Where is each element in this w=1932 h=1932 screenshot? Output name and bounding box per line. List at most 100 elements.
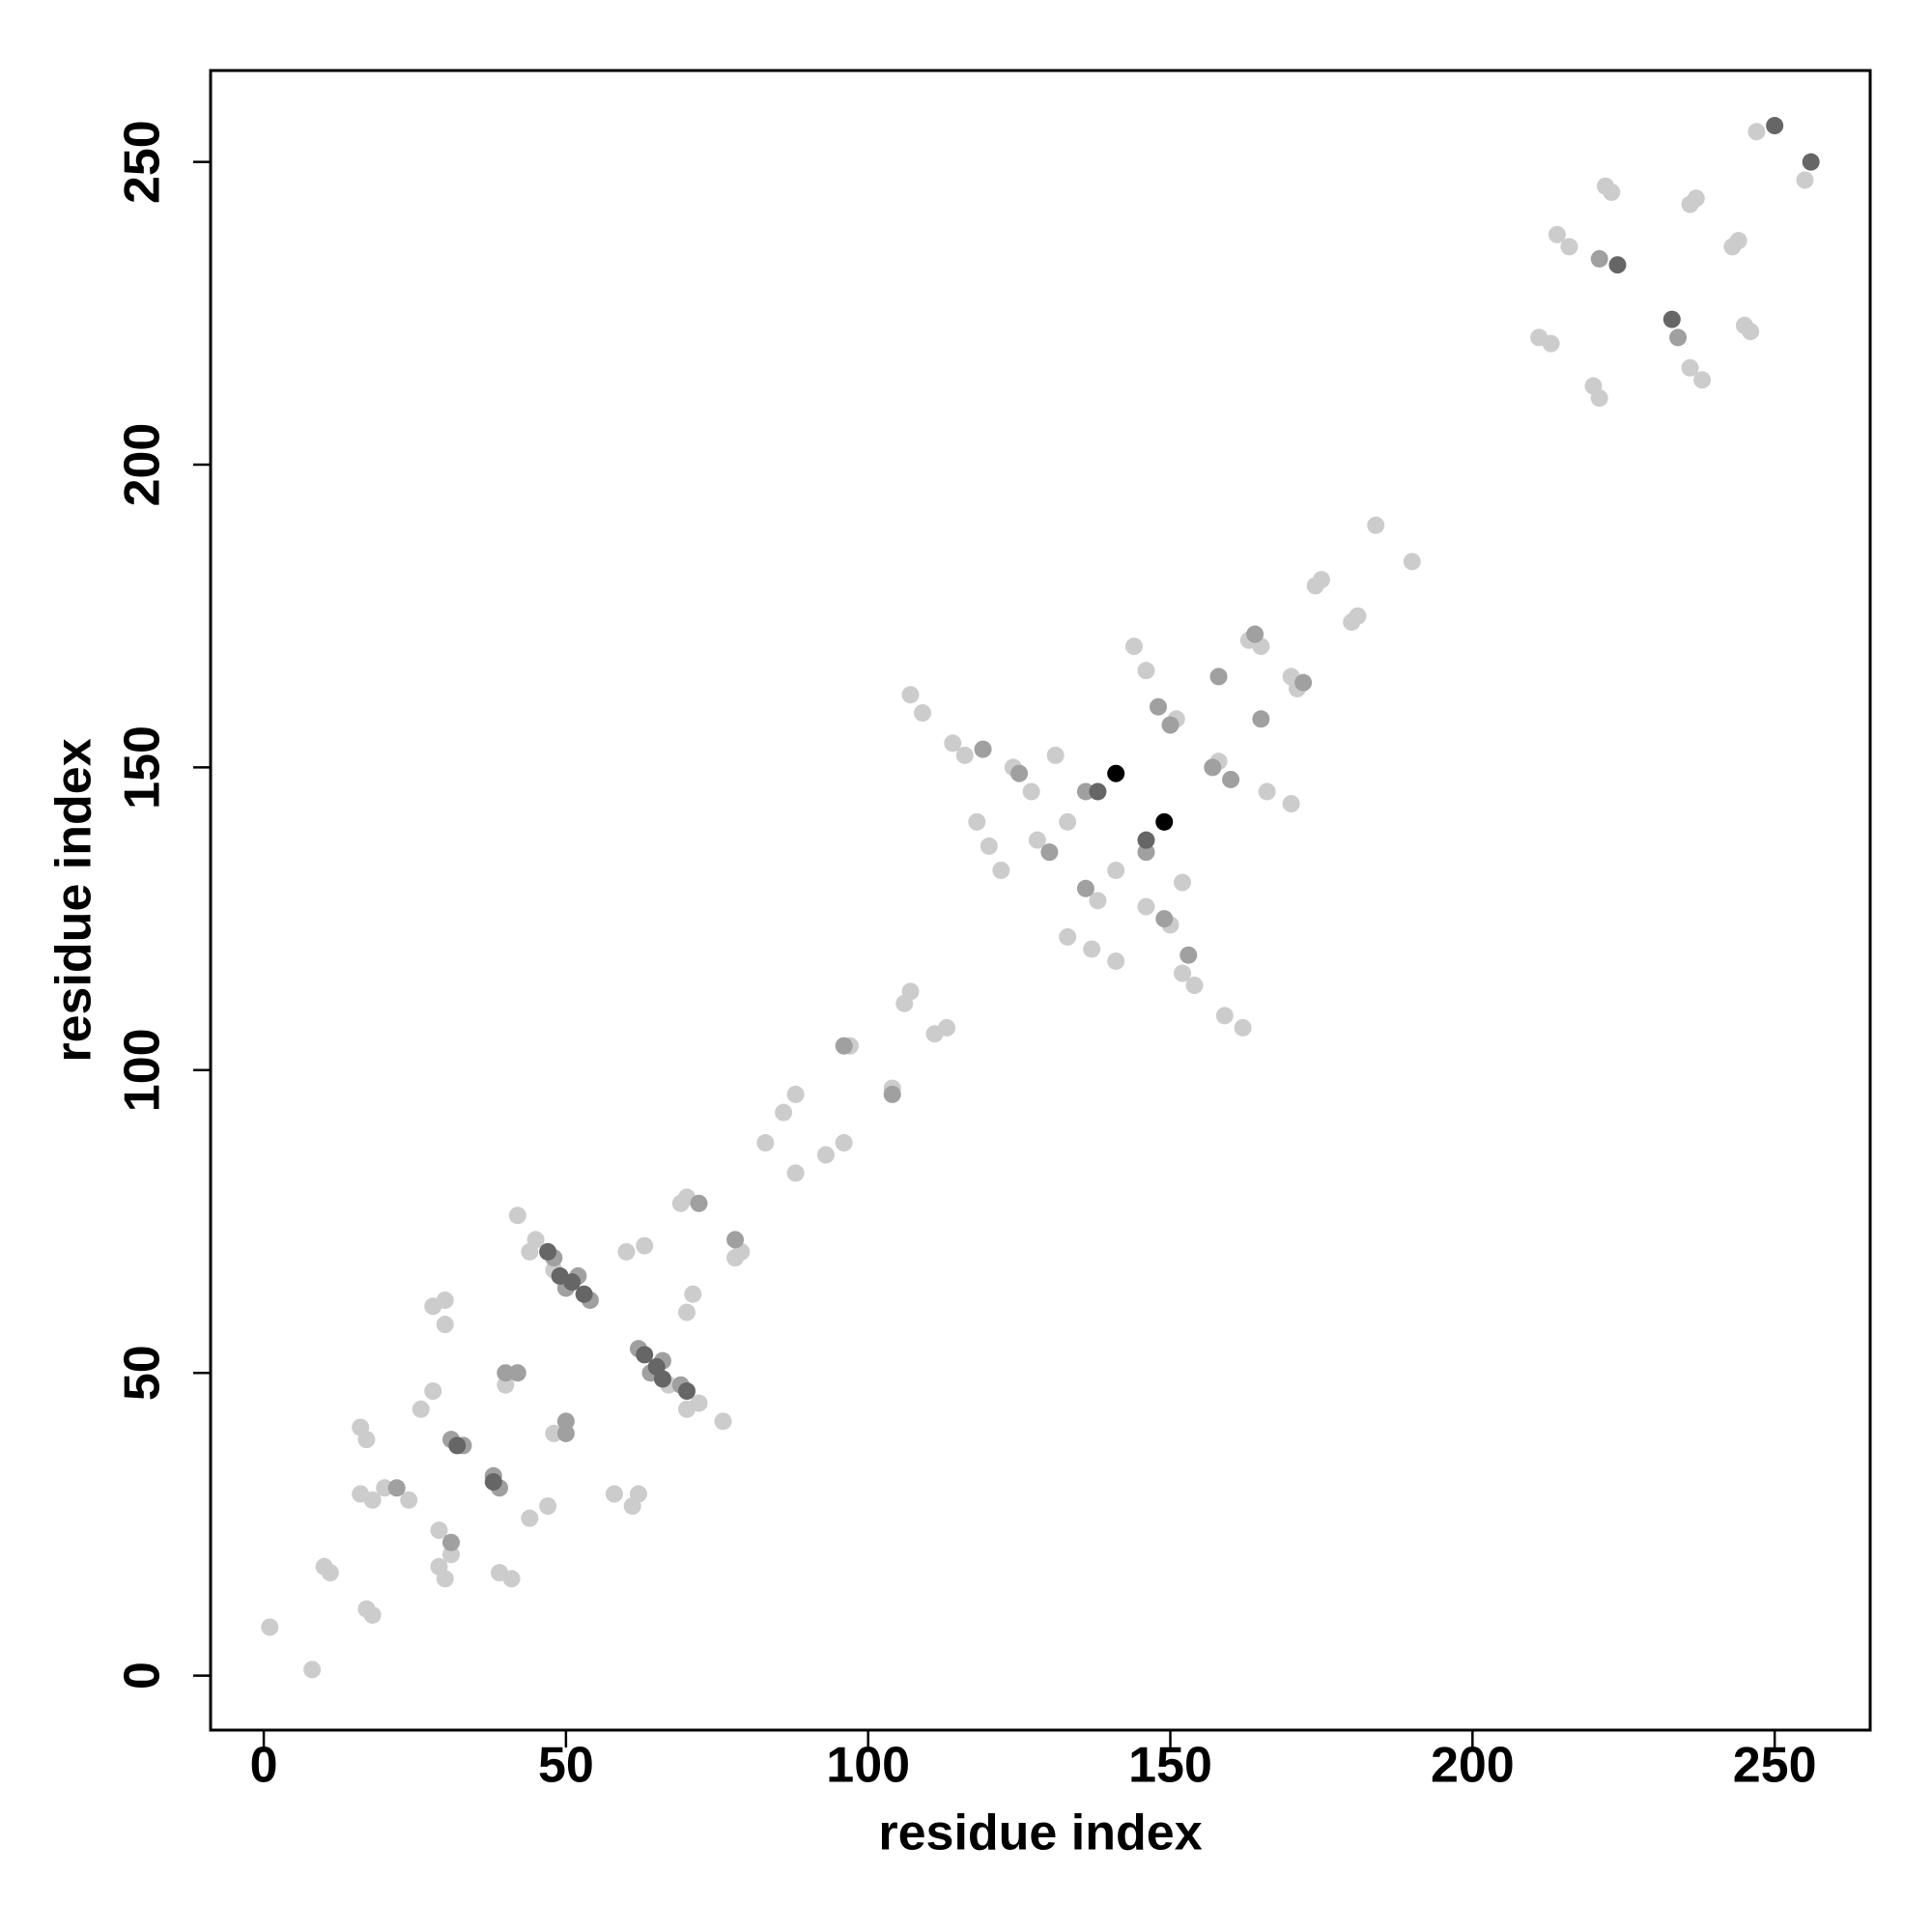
point — [1542, 334, 1560, 353]
point — [1222, 770, 1240, 788]
point — [726, 1249, 745, 1267]
point — [1155, 812, 1174, 831]
point — [412, 1400, 430, 1418]
point — [1076, 782, 1094, 801]
point — [835, 1134, 853, 1152]
point — [1174, 873, 1192, 892]
point — [1107, 952, 1125, 970]
point — [436, 1570, 454, 1588]
point — [653, 1370, 671, 1388]
point — [1766, 117, 1784, 135]
point — [1560, 238, 1578, 256]
point — [1215, 1007, 1234, 1025]
point — [491, 1564, 509, 1582]
point — [1282, 795, 1300, 813]
x-axis-label: residue index — [878, 1805, 1202, 1861]
point — [508, 1364, 526, 1382]
point — [1590, 249, 1608, 268]
point — [1076, 879, 1094, 897]
point — [895, 994, 914, 1012]
point — [1662, 310, 1681, 328]
point — [1059, 812, 1077, 831]
point — [442, 1533, 461, 1551]
point — [1185, 977, 1204, 995]
y-tick-label: 250 — [115, 120, 171, 204]
point — [1234, 1018, 1252, 1037]
point — [1010, 764, 1029, 782]
point — [925, 1025, 944, 1043]
point — [678, 1400, 696, 1418]
point — [315, 1557, 333, 1576]
point — [1209, 668, 1228, 686]
point — [400, 1491, 418, 1509]
y-tick-label: 0 — [115, 1662, 171, 1690]
point — [1693, 371, 1712, 389]
point — [1028, 831, 1046, 849]
x-tick-label: 0 — [250, 1738, 278, 1794]
point — [442, 1546, 461, 1564]
point — [1802, 153, 1820, 171]
point — [1089, 782, 1107, 801]
point — [1137, 662, 1155, 680]
point — [605, 1485, 623, 1503]
point — [387, 1479, 406, 1497]
point — [1258, 782, 1276, 801]
point — [775, 1103, 793, 1122]
point — [508, 1207, 526, 1225]
point — [1735, 316, 1753, 334]
point — [974, 740, 992, 758]
point — [1681, 358, 1699, 377]
point — [556, 1424, 575, 1442]
point — [448, 1436, 467, 1455]
point — [1022, 782, 1040, 801]
point — [636, 1346, 654, 1364]
y-tick-label: 200 — [115, 423, 171, 507]
point — [1548, 225, 1566, 243]
point — [551, 1266, 569, 1285]
point — [352, 1485, 370, 1503]
point — [1149, 697, 1167, 716]
point — [357, 1431, 376, 1449]
point — [901, 686, 920, 704]
point — [1796, 171, 1814, 189]
point — [1603, 183, 1621, 201]
point — [678, 1303, 696, 1321]
point — [835, 1037, 853, 1055]
point — [1204, 758, 1222, 777]
plot-area — [261, 117, 1820, 1679]
point — [484, 1473, 502, 1492]
point — [1403, 553, 1421, 571]
point — [1179, 946, 1198, 964]
point — [303, 1661, 322, 1679]
x-tick-label: 150 — [1128, 1738, 1212, 1794]
point — [363, 1605, 382, 1624]
y-tick-label: 100 — [115, 1028, 171, 1112]
point — [497, 1376, 515, 1394]
point — [1367, 516, 1385, 534]
point — [684, 1285, 702, 1303]
x-tick-label: 250 — [1733, 1738, 1817, 1794]
point — [1294, 673, 1313, 692]
point — [714, 1412, 732, 1431]
point — [1681, 195, 1699, 213]
point — [1124, 638, 1143, 656]
point — [1669, 328, 1688, 347]
point — [1040, 843, 1059, 862]
point — [955, 746, 974, 764]
point — [944, 734, 962, 753]
point — [424, 1382, 442, 1401]
point — [1059, 927, 1077, 946]
y-tick-label: 150 — [115, 725, 171, 810]
point — [1046, 746, 1065, 764]
point — [1306, 577, 1324, 595]
y-axis-label: residue index — [46, 738, 102, 1062]
point — [436, 1316, 454, 1334]
point — [1137, 831, 1155, 849]
point — [883, 1085, 901, 1103]
point — [1608, 256, 1627, 274]
point — [678, 1382, 696, 1401]
point — [575, 1285, 593, 1303]
point — [1747, 123, 1766, 141]
point — [726, 1231, 745, 1249]
